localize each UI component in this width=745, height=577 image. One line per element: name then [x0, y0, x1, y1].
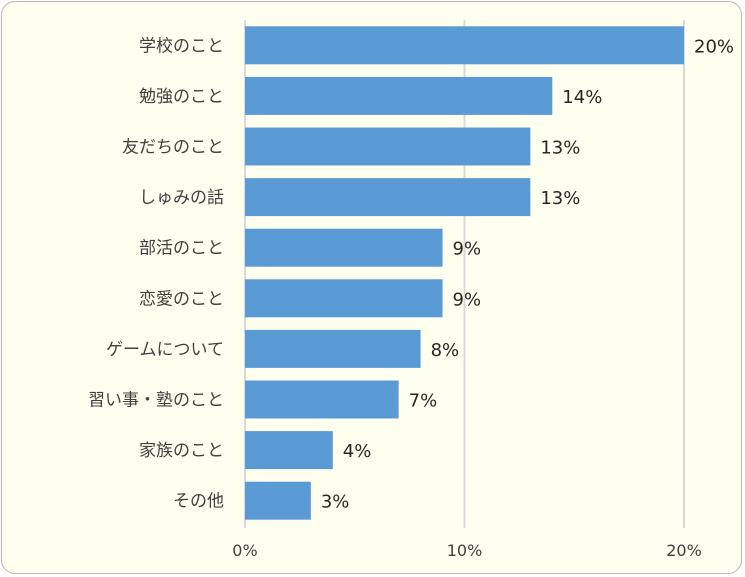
bar — [245, 431, 333, 470]
x-tick-labels: 0% 10% 20% — [232, 541, 701, 560]
value-label: 4% — [343, 441, 372, 462]
value-label: 20% — [694, 36, 734, 57]
x-tick-label: 0% — [232, 541, 257, 560]
bar — [245, 127, 531, 166]
bar — [245, 228, 443, 267]
category-labels: 学校のこと勉強のこと友だちのことしゅみの話部活のこと恋愛のことゲームについて習い… — [88, 36, 224, 511]
value-label: 13% — [540, 138, 580, 159]
value-labels: 20% 14% 13% 13% 9% 9% 8% 7% 4% 3% — [321, 36, 734, 512]
x-tick-label: 20% — [666, 541, 702, 560]
value-label: 7% — [409, 391, 438, 412]
bar — [245, 279, 443, 318]
category-label: 友だちのこと — [122, 138, 224, 158]
category-label: 習い事・塾のこと — [88, 390, 224, 411]
bar — [245, 380, 399, 419]
bar — [245, 26, 684, 65]
bar — [245, 178, 531, 217]
value-label: 14% — [562, 87, 602, 108]
bar — [245, 481, 311, 520]
category-label: 家族のこと — [139, 441, 224, 461]
x-tick-label: 10% — [447, 541, 483, 560]
value-label: 9% — [453, 289, 482, 310]
category-label: 学校のこと — [139, 36, 224, 56]
category-label: しゅみの話 — [139, 188, 224, 208]
value-label: 13% — [540, 188, 580, 209]
bar — [245, 76, 553, 115]
category-label: 恋愛のこと — [139, 288, 224, 309]
bars — [245, 26, 684, 520]
category-label: 勉強のこと — [139, 87, 224, 107]
category-label: その他 — [173, 492, 224, 512]
category-label: ゲームについて — [106, 340, 224, 360]
value-label: 9% — [453, 239, 482, 260]
category-label: 部活のこと — [139, 239, 224, 259]
value-label: 3% — [321, 492, 350, 513]
bar — [245, 329, 421, 368]
value-label: 8% — [431, 340, 460, 361]
